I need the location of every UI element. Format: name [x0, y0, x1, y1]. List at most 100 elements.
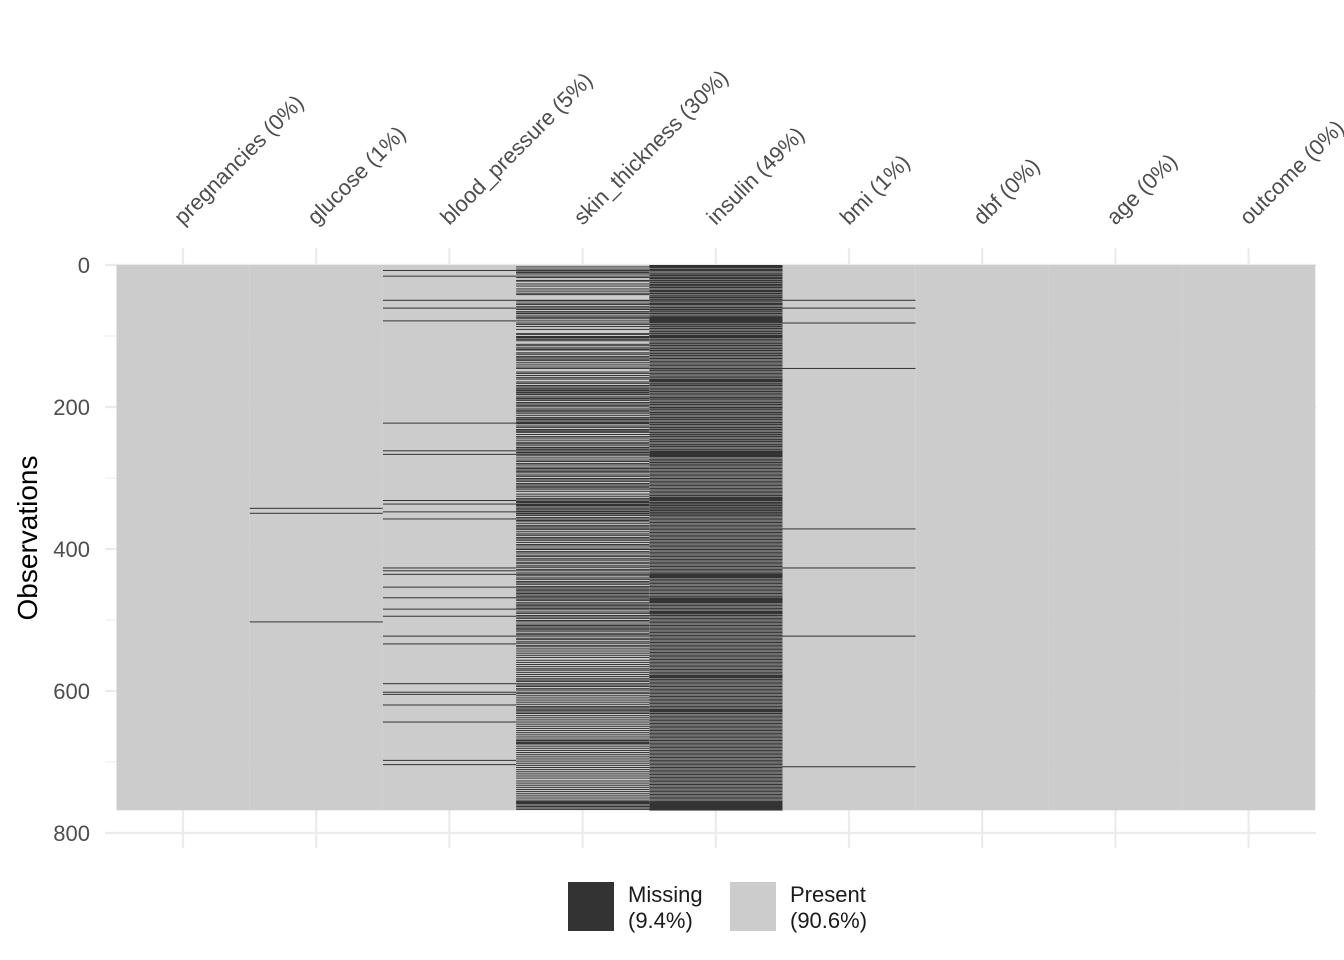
missing-cell — [649, 616, 783, 618]
missing-cell — [649, 627, 783, 629]
missing-cell — [649, 623, 783, 625]
missing-cell — [649, 661, 783, 663]
missing-cell — [649, 391, 783, 393]
missing-cell — [649, 791, 783, 793]
missing-cell — [516, 409, 650, 411]
missing-cell — [516, 784, 650, 786]
missing-cell — [649, 785, 783, 787]
missing-cell — [516, 807, 650, 809]
missing-cell — [649, 654, 783, 656]
missing-cell — [516, 632, 650, 634]
missing-cell — [516, 621, 650, 623]
missing-cell — [649, 796, 783, 798]
missing-cell — [649, 314, 783, 316]
column-7 — [915, 265, 1049, 811]
missing-cell — [516, 406, 650, 408]
missing-cell — [649, 681, 783, 683]
missing-cell — [649, 620, 783, 622]
missing-cell — [649, 466, 783, 468]
missing-cell — [516, 518, 650, 520]
missing-cell — [649, 377, 783, 379]
missing-cell — [649, 758, 783, 760]
missing-cell — [649, 387, 783, 389]
missing-cell — [649, 558, 783, 560]
missing-cell — [649, 593, 783, 595]
missing-cell — [649, 345, 783, 347]
missing-cell — [649, 789, 783, 791]
missing-cell — [649, 426, 783, 428]
present-cell — [782, 265, 916, 811]
missing-cell — [516, 756, 650, 758]
missing-cell — [649, 501, 783, 503]
column-1 — [116, 265, 250, 811]
missing-cell — [649, 663, 783, 665]
missing-cell — [516, 666, 650, 668]
missing-cell — [516, 693, 650, 695]
missing-cell — [516, 627, 650, 629]
missing-cell — [516, 393, 650, 395]
missing-cell — [649, 278, 783, 280]
legend: Missing(9.4%) Present(90.6%) — [568, 882, 867, 933]
missing-cell — [649, 705, 783, 707]
missing-cell — [649, 549, 783, 550]
missing-cell — [649, 656, 783, 658]
missing-cell — [516, 664, 650, 666]
missing-cell — [516, 615, 650, 617]
missing-cell — [516, 558, 650, 560]
missing-cell — [516, 333, 650, 335]
missing-cell — [649, 722, 783, 724]
missing-cell — [649, 463, 783, 465]
missingness-matrix — [116, 265, 1316, 811]
missing-cell — [516, 485, 650, 487]
missing-cell — [516, 626, 650, 628]
missing-cell — [516, 389, 650, 391]
missing-cell — [649, 730, 783, 732]
missing-cell — [516, 412, 650, 414]
missing-cell — [649, 478, 783, 479]
missing-cell — [516, 547, 650, 549]
missing-cell — [516, 386, 650, 388]
missing-cell — [516, 582, 650, 584]
missing-cell — [516, 352, 650, 354]
missing-cell — [382, 586, 517, 588]
missing-cell — [649, 660, 783, 662]
missing-cell — [649, 710, 783, 712]
missing-cell — [516, 320, 650, 322]
missing-cell — [649, 584, 783, 586]
missing-cell — [649, 747, 783, 749]
missing-cell — [516, 699, 650, 701]
missing-cell — [382, 643, 517, 645]
missing-cell — [516, 313, 650, 315]
missing-cell — [516, 362, 650, 364]
missing-cell — [649, 576, 783, 578]
missing-cell — [516, 338, 650, 340]
missing-cell — [649, 751, 783, 753]
missing-cell — [516, 710, 650, 712]
missing-cell — [516, 474, 650, 476]
missing-cell — [649, 570, 783, 572]
missing-cell — [649, 772, 783, 774]
missing-cell — [516, 568, 650, 570]
missing-cell — [649, 629, 783, 631]
missing-cell — [649, 290, 783, 292]
missing-cell — [516, 524, 650, 526]
missing-cell — [649, 573, 783, 575]
missing-cell — [649, 609, 783, 611]
missing-cell — [649, 567, 783, 569]
missing-cell — [516, 561, 650, 563]
missing-cell — [516, 588, 650, 590]
missing-cell — [649, 690, 783, 692]
missing-cell — [649, 602, 783, 604]
missing-cell — [516, 754, 650, 756]
missing-cell — [649, 407, 783, 408]
missing-cell — [382, 307, 517, 309]
column-label: glucose (1%) — [302, 121, 410, 229]
missing-cell — [516, 448, 650, 450]
missing-cell — [649, 649, 783, 651]
missing-cell — [649, 766, 783, 768]
missing-cell — [649, 381, 783, 383]
missing-cell — [649, 754, 783, 756]
missing-cell — [516, 306, 650, 308]
missing-cell — [649, 485, 783, 487]
missing-cell — [516, 457, 650, 459]
